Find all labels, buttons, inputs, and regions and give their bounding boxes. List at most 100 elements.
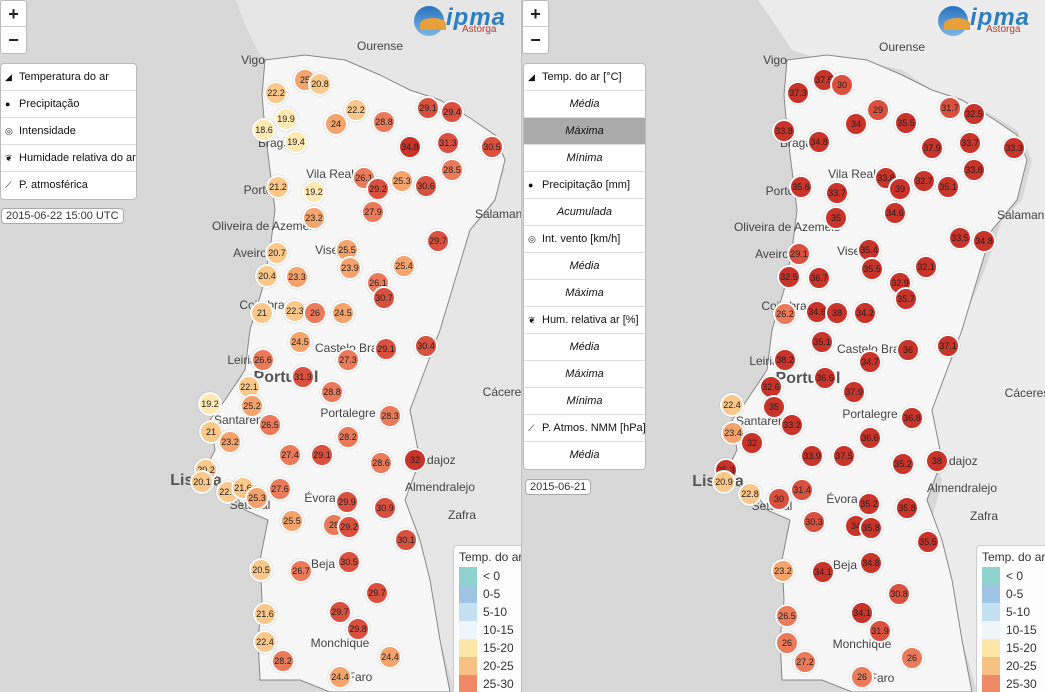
station-marker[interactable]: 31.7	[938, 96, 962, 120]
station-marker[interactable]: 37.5	[832, 444, 856, 468]
station-marker[interactable]: 20.1	[190, 470, 214, 494]
menu-item-humidity[interactable]: ❦ Humidade relativa do ar	[1, 145, 136, 172]
station-marker[interactable]: 30.5	[337, 550, 361, 574]
station-marker[interactable]: 26.5	[775, 604, 799, 628]
station-marker[interactable]: 19.2	[302, 180, 326, 204]
station-marker[interactable]: 30.9	[373, 496, 397, 520]
station-marker[interactable]: 20.7	[265, 241, 289, 265]
station-marker[interactable]: 35.1	[810, 330, 834, 354]
station-marker[interactable]: 37.9	[842, 380, 866, 404]
station-marker[interactable]: 36.7	[807, 266, 831, 290]
station-marker[interactable]: 22.2	[344, 98, 368, 122]
station-marker[interactable]: 34.6	[883, 201, 907, 225]
station-marker[interactable]: 32	[740, 431, 764, 455]
menu-item-pressure[interactable]: ⟋ P. atmosférica	[1, 172, 136, 199]
map-panel-right[interactable]: Vigo Ourense Braga Vila Real Porto Olive…	[522, 0, 1045, 692]
station-marker[interactable]: 26.6	[251, 348, 275, 372]
station-marker[interactable]: 29.1	[310, 443, 334, 467]
menu-subitem[interactable]: Máxima	[524, 118, 645, 145]
station-marker[interactable]: 26	[850, 665, 874, 689]
station-marker[interactable]: 32.1	[914, 255, 938, 279]
station-marker[interactable]: 19.2	[198, 392, 222, 416]
station-marker[interactable]: 26	[900, 646, 924, 670]
menu-subitem[interactable]: Máxima	[524, 280, 645, 307]
station-marker[interactable]: 21	[250, 301, 274, 325]
menu-subitem[interactable]: Mínima	[524, 145, 645, 172]
station-marker[interactable]: 27.4	[278, 443, 302, 467]
station-marker[interactable]: 35.5	[860, 257, 884, 281]
station-marker[interactable]: 38	[925, 449, 949, 473]
station-marker[interactable]: 25.3	[245, 486, 269, 510]
station-marker[interactable]: 26.5	[258, 413, 282, 437]
station-marker[interactable]: 25.5	[280, 509, 304, 533]
station-marker[interactable]: 28.2	[336, 425, 360, 449]
station-marker[interactable]: 30.7	[372, 286, 396, 310]
station-marker[interactable]: 24.4	[328, 665, 352, 689]
station-marker[interactable]: 35.5	[894, 111, 918, 135]
station-marker[interactable]: 23.9	[338, 256, 362, 280]
station-marker[interactable]: 33.9	[800, 444, 824, 468]
station-marker[interactable]: 35.5	[916, 530, 940, 554]
station-marker[interactable]: 21.2	[266, 175, 290, 199]
station-marker[interactable]: 33.8	[962, 158, 986, 182]
station-marker[interactable]: 34.8	[807, 130, 831, 154]
station-marker[interactable]: 22.8	[738, 482, 762, 506]
station-marker[interactable]: 29.8	[346, 617, 370, 641]
station-marker[interactable]: 31.3	[436, 131, 460, 155]
station-marker[interactable]: 32	[403, 448, 427, 472]
station-marker[interactable]: 34.8	[859, 551, 883, 575]
menu-item-precipitation[interactable]: ● Precipitação	[1, 91, 136, 118]
station-marker[interactable]: 23.2	[302, 206, 326, 230]
station-marker[interactable]: 24	[324, 112, 348, 136]
station-marker[interactable]: 30.6	[414, 174, 438, 198]
station-marker[interactable]: 35.8	[895, 496, 919, 520]
station-marker[interactable]: 35.2	[891, 452, 915, 476]
station-marker[interactable]: 21.6	[253, 602, 277, 626]
station-marker[interactable]: 30.1	[394, 528, 418, 552]
station-marker[interactable]: 27.3	[336, 348, 360, 372]
station-marker[interactable]: 30.5	[480, 135, 504, 159]
menu-item[interactable]: ● Precipitação [mm]	[524, 172, 645, 199]
station-marker[interactable]: 33.2	[780, 413, 804, 437]
station-marker[interactable]: 26.7	[289, 559, 313, 583]
station-marker[interactable]: 37.3	[786, 81, 810, 105]
menu-item[interactable]: ❦ Hum. relativa ar [%]	[524, 307, 645, 334]
station-marker[interactable]: 34.1	[811, 560, 835, 584]
menu-item-temperature[interactable]: ◢ Temperatura do ar	[1, 64, 136, 91]
station-marker[interactable]: 30.8	[887, 582, 911, 606]
station-marker[interactable]: 33.7	[958, 131, 982, 155]
station-marker[interactable]: 35.7	[894, 287, 918, 311]
station-marker[interactable]: 35.6	[789, 175, 813, 199]
station-marker[interactable]: 34.8	[972, 229, 996, 253]
station-marker[interactable]: 24.4	[378, 645, 402, 669]
zoom-in-button[interactable]: +	[1, 1, 26, 27]
menu-item[interactable]: ◎ Int. vento [km/h]	[524, 226, 645, 253]
station-marker[interactable]: 24.5	[288, 330, 312, 354]
station-marker[interactable]: 23.2	[218, 430, 242, 454]
menu-subitem[interactable]: Média	[524, 253, 645, 280]
menu-subitem[interactable]: Média	[569, 449, 600, 461]
station-marker[interactable]: 29.2	[337, 515, 361, 539]
station-marker[interactable]: 35.2	[857, 492, 881, 516]
station-marker[interactable]: 31.9	[868, 619, 892, 643]
station-marker[interactable]: 36.8	[900, 406, 924, 430]
station-marker[interactable]: 25.2	[240, 394, 264, 418]
zoom-out-button[interactable]: −	[8, 30, 19, 50]
zoom-out-button[interactable]: −	[530, 30, 541, 50]
station-marker[interactable]: 27.6	[268, 477, 292, 501]
station-marker[interactable]: 28.5	[440, 158, 464, 182]
station-marker[interactable]: 19.9	[274, 107, 298, 131]
station-marker[interactable]: 30.4	[414, 334, 438, 358]
station-marker[interactable]: 18.6	[252, 118, 276, 142]
station-marker[interactable]: 30	[767, 487, 791, 511]
station-marker[interactable]: 38	[825, 301, 849, 325]
station-marker[interactable]: 29.2	[366, 177, 390, 201]
station-marker[interactable]: 35.8	[859, 516, 883, 540]
menu-subitem[interactable]: Média	[524, 334, 645, 361]
station-marker[interactable]: 30.3	[802, 510, 826, 534]
station-marker[interactable]: 29.7	[365, 581, 389, 605]
station-marker[interactable]: 23.3	[285, 265, 309, 289]
station-marker[interactable]: 33.3	[1002, 136, 1026, 160]
menu-item-wind-intensity[interactable]: ◎ Intensidade	[1, 118, 136, 145]
station-marker[interactable]: 38.2	[773, 348, 797, 372]
